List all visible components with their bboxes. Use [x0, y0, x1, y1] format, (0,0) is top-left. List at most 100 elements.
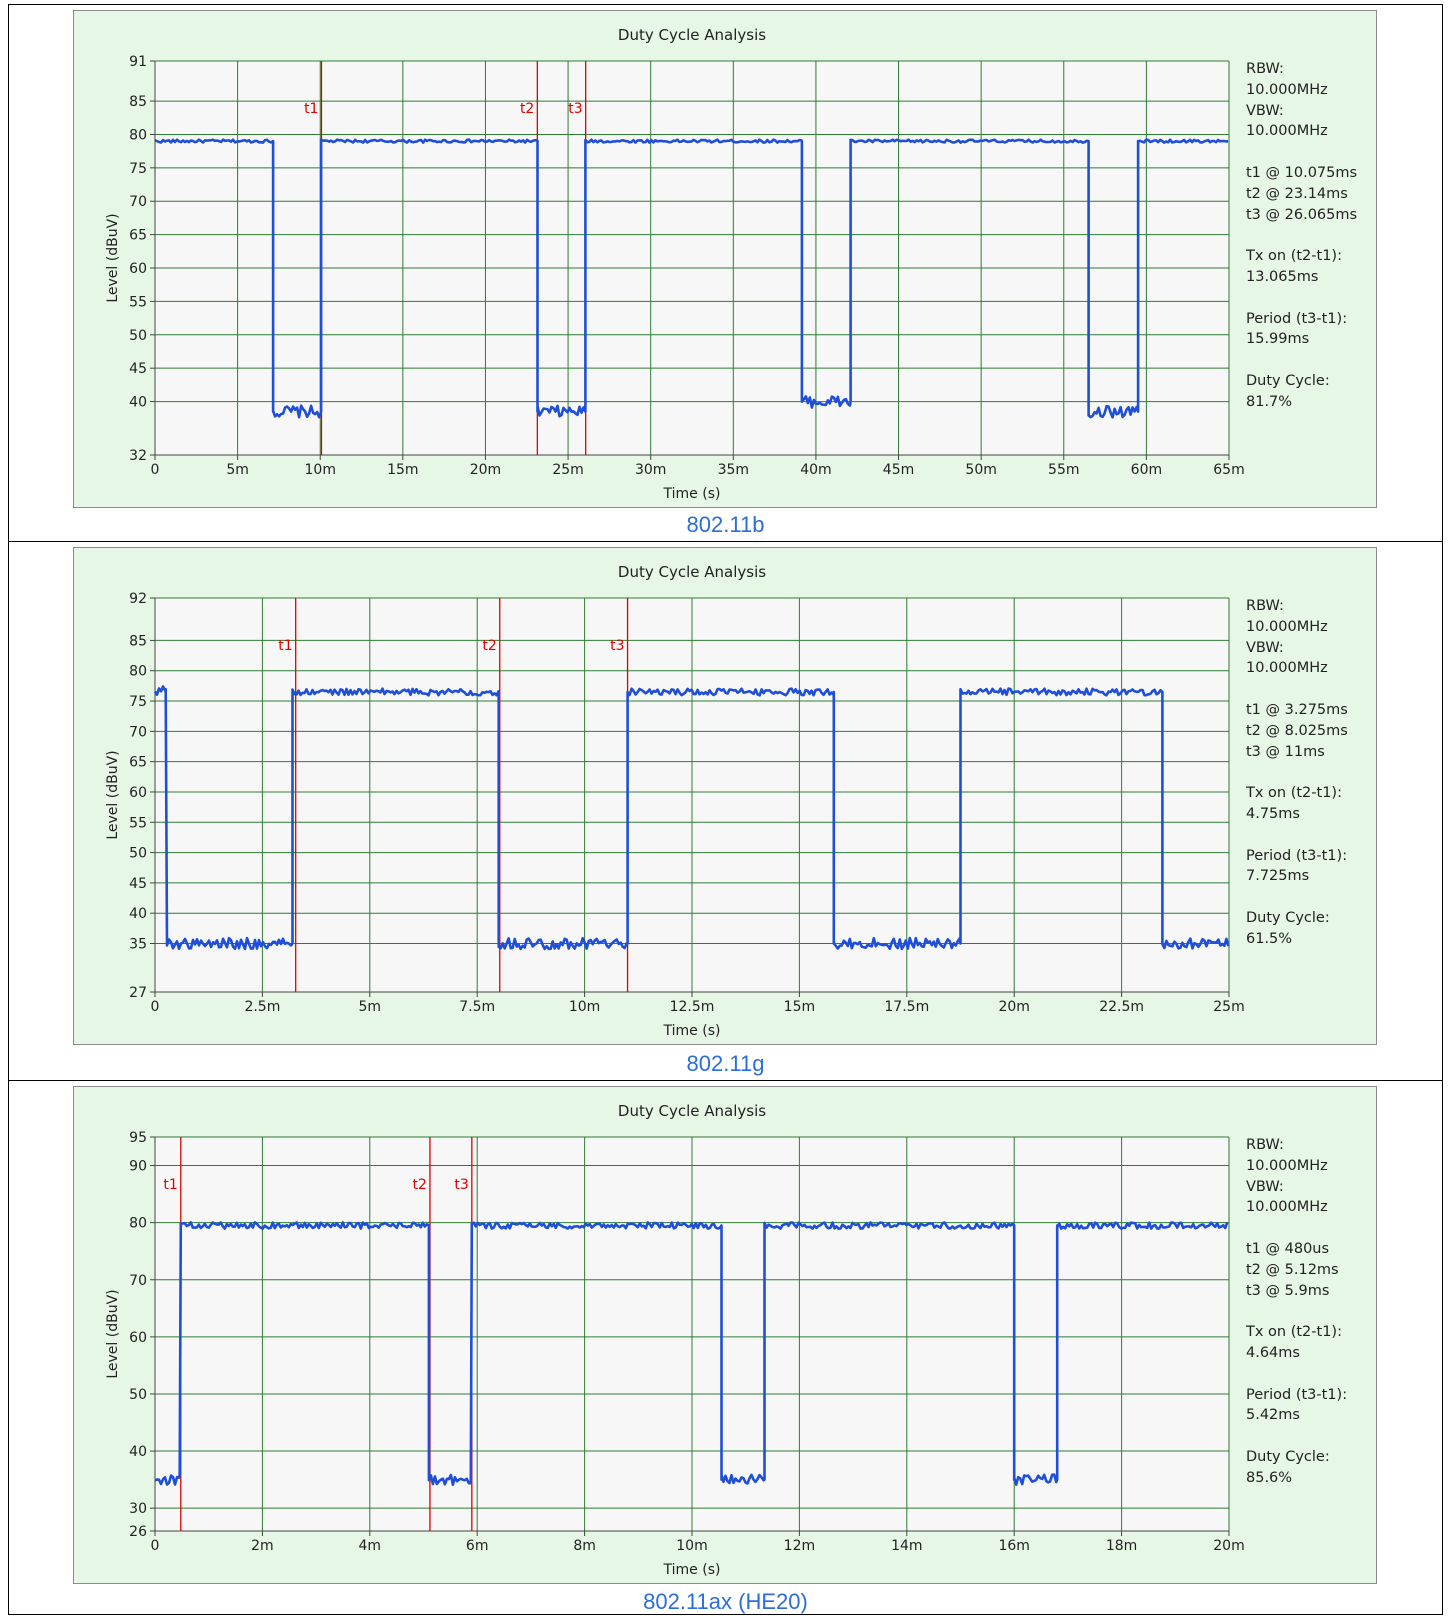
y-axis-label: Level (dBuV)	[105, 213, 121, 302]
measurement-panel: RBW: 10.000MHz VBW: 10.000MHz t1 @ 480us t2 @…	[1246, 1135, 1347, 1509]
y-tick-label: 40	[129, 906, 147, 922]
measurement-panel: RBW: 10.000MHz VBW: 10.000MHz t1 @ 10.075ms t…	[1246, 59, 1357, 433]
measurement-text: t2 @ 5.12ms	[1246, 1261, 1339, 1278]
measurement-text: 4.64ms	[1246, 1344, 1300, 1361]
x-tick-label: 55m	[1048, 462, 1079, 478]
marker-label-t1: t1	[304, 101, 318, 117]
x-tick-label: 14m	[891, 1538, 922, 1554]
y-tick-label: 85	[129, 633, 147, 649]
y-axis-label: Level (dBuV)	[105, 1289, 121, 1378]
x-tick-label: 20m	[1213, 1538, 1244, 1554]
measurement-text: VBW:	[1246, 1178, 1284, 1195]
measurement-text: t3 @ 5.9ms	[1246, 1282, 1330, 1299]
x-tick-label: 18m	[1106, 1538, 1137, 1554]
measurement-text: Duty Cycle:	[1246, 1448, 1330, 1465]
measurement-text: 81.7%	[1246, 393, 1293, 410]
marker-label-t2: t2	[520, 101, 534, 117]
x-tick-label: 4m	[359, 1538, 382, 1554]
y-tick-label: 50	[129, 1387, 147, 1403]
plot-area	[155, 61, 1229, 455]
measurement-block: Duty Cycle: 81.7%	[1246, 371, 1357, 413]
chart-panel-1: Duty Cycle Analysis 0 5m 10m 15m 20m 25m 30m 35m…	[73, 10, 1377, 508]
chart-panel-2: Duty Cycle Analysis 0 2.5m 5m 7.5m 10m 12.5m 15…	[73, 547, 1377, 1045]
y-tick-label: 40	[129, 1444, 147, 1460]
measurement-text: 15.99ms	[1246, 331, 1310, 348]
measurement-block: Tx on (t2-t1): 4.64ms	[1246, 1322, 1347, 1364]
x-tick-label: 2m	[251, 1538, 274, 1554]
chart-caption-2: 802.11g	[686, 1051, 765, 1076]
measurement-text: 10.000MHz	[1246, 660, 1328, 677]
measurement-text: 10.000MHz	[1246, 618, 1328, 635]
chart-caption-1: 802.11b	[686, 512, 765, 537]
measurement-text: t1 @ 3.275ms	[1246, 701, 1348, 718]
y-tick-label: 60	[129, 1330, 147, 1346]
measurement-text: t2 @ 23.14ms	[1246, 185, 1348, 202]
x-tick-label: 12m	[784, 1538, 815, 1554]
y-tick-label: 55	[129, 294, 147, 310]
x-tick-label: 20m	[998, 999, 1029, 1015]
chart-title: Duty Cycle Analysis	[618, 26, 766, 44]
x-tick-label: 60m	[1131, 462, 1162, 478]
measurement-text: 10.000MHz	[1246, 123, 1328, 140]
chart-title: Duty Cycle Analysis	[618, 563, 766, 581]
chart-1: Duty Cycle Analysis 0 5m 10m 15m 20m 25m 30m 35m…	[105, 26, 1245, 502]
x-tick-label: 2.5m	[244, 999, 280, 1015]
measurement-text: VBW:	[1246, 102, 1284, 119]
y-tick-label: 75	[129, 694, 147, 710]
measurement-text: Period (t3-t1):	[1246, 847, 1348, 864]
measurement-text: t2 @ 8.025ms	[1246, 722, 1348, 739]
y-tick-label: 85	[129, 94, 147, 110]
y-tick-label: 70	[129, 724, 147, 740]
marker-label-t1: t1	[278, 638, 292, 654]
x-tick-label: 22.5m	[1099, 999, 1144, 1015]
x-tick-label: 65m	[1213, 462, 1244, 478]
x-tick-label: 45m	[883, 462, 914, 478]
measurement-text: 7.725ms	[1246, 868, 1310, 885]
y-tick-label: 75	[129, 161, 147, 177]
x-tick-label: 5m	[359, 999, 382, 1015]
x-tick-label: 7.5m	[459, 999, 495, 1015]
chart-3: Duty Cycle Analysis 0 2m 4m 6m 8m 10m 12m 14m 16m…	[105, 1102, 1245, 1578]
x-tick-label: 25m	[552, 462, 583, 478]
y-tick-label: 50	[129, 328, 147, 344]
measurement-block: Period (t3-t1): 7.725ms	[1246, 846, 1348, 888]
y-tick-label: 45	[129, 876, 147, 892]
figure-frame	[8, 4, 1443, 1615]
chart-caption-3: 802.11ax (HE20)	[643, 1589, 808, 1614]
measurement-text: 61.5%	[1246, 930, 1293, 947]
x-axis-label: Time (s)	[663, 1023, 721, 1039]
signal-trace	[154, 1221, 1229, 1487]
y-tick-label: 70	[129, 194, 147, 210]
measurement-text: Tx on (t2-t1):	[1246, 248, 1342, 265]
y-tick-label: 40	[129, 395, 147, 411]
measurement-text: 10.000MHz	[1246, 81, 1328, 98]
x-tick-label: 50m	[965, 462, 996, 478]
x-tick-label: 30m	[635, 462, 666, 478]
y-tick-label: 95	[129, 1130, 147, 1146]
measurement-text: Tx on (t2-t1):	[1246, 1324, 1342, 1341]
measurement-block: Duty Cycle: 61.5%	[1246, 908, 1348, 950]
measurement-text: Duty Cycle:	[1246, 909, 1330, 926]
measurement-text: 4.75ms	[1246, 805, 1300, 822]
y-tick-label: 35	[129, 937, 147, 953]
x-tick-label: 10m	[676, 1538, 707, 1554]
y-tick-label: 80	[129, 127, 147, 143]
x-tick-label: 5m	[226, 462, 249, 478]
section-divider	[8, 1080, 1443, 1081]
x-tick-label: 15m	[784, 999, 815, 1015]
y-tick-label: 80	[129, 1216, 147, 1232]
x-tick-label: 17.5m	[884, 999, 929, 1015]
measurement-text: Duty Cycle:	[1246, 372, 1330, 389]
measurement-block: t1 @ 3.275ms t2 @ 8.025ms t3 @ 11ms	[1246, 700, 1348, 762]
y-tick-label: 80	[129, 664, 147, 680]
x-tick-label: 10m	[569, 999, 600, 1015]
y-tick-label: 91	[129, 54, 147, 70]
y-tick-label: 90	[129, 1159, 147, 1175]
y-tick-label: 50	[129, 846, 147, 862]
y-tick-label: 55	[129, 815, 147, 831]
x-tick-label: 0	[151, 1538, 160, 1554]
x-tick-label: 40m	[800, 462, 831, 478]
measurement-block: RBW: 10.000MHz VBW: 10.000MHz	[1246, 596, 1348, 679]
measurement-block: Tx on (t2-t1): 13.065ms	[1246, 246, 1357, 288]
marker-label-t2: t2	[413, 1177, 427, 1193]
